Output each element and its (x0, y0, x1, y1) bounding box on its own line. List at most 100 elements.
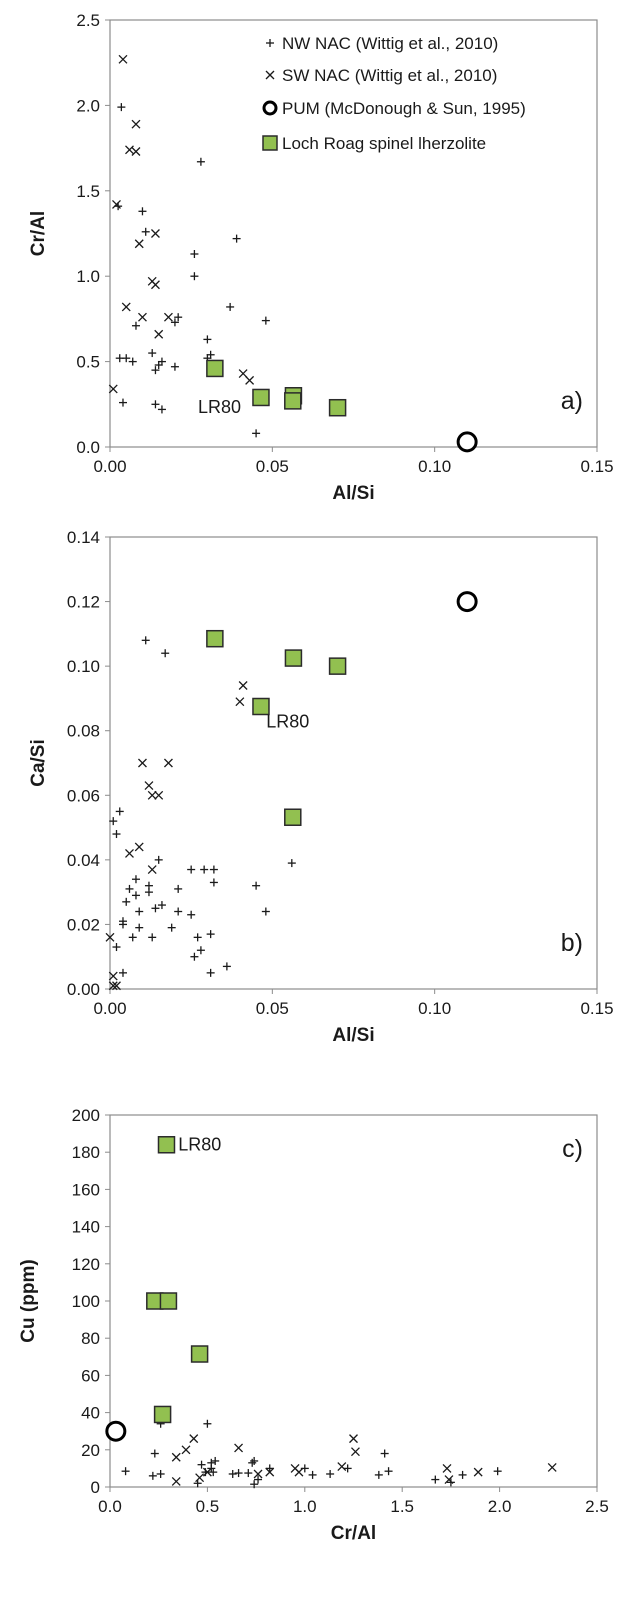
point-nw (141, 227, 150, 236)
point-nw (193, 1479, 202, 1488)
point-nw (167, 923, 176, 932)
chart-panel-c: 0.0 0.5 1.0 1.5 2.0 2.5 0 20 40 60 80 100 120 140 160 1… (18, 1106, 609, 1544)
point-sw (154, 329, 164, 339)
point-sw (147, 790, 157, 800)
point-loch-roag (328, 657, 347, 675)
series-pum (105, 1420, 127, 1442)
point-sw (134, 239, 144, 249)
series-loch (146, 1136, 209, 1424)
panel-label-c: c) (562, 1135, 583, 1163)
point-sw (171, 1452, 181, 1462)
point-sw (144, 781, 154, 791)
point-nw (135, 907, 144, 916)
y-tick-label: 0.02 (67, 915, 100, 934)
point-nw (250, 1480, 259, 1489)
point-nw (112, 943, 121, 952)
point-sw (442, 1463, 452, 1473)
point-nw (493, 1467, 502, 1476)
y-axis-label: Cr/Al (28, 211, 49, 256)
x-tick-label: 0.00 (93, 457, 126, 476)
point-sw (181, 1445, 191, 1455)
x-axis-label: Cr/Al (331, 1523, 376, 1544)
point-nw (248, 1458, 257, 1467)
point-nw (151, 904, 160, 913)
point-nw (232, 234, 241, 243)
y-tick-label: 2.0 (76, 96, 100, 115)
x-tick-label: 0.05 (256, 457, 289, 476)
point-loch-roag (159, 1292, 178, 1310)
y-tick-label: 0.10 (67, 657, 100, 676)
y-tick-label: 80 (81, 1329, 100, 1348)
point-nw (209, 878, 218, 887)
y-tick-label: 0.08 (67, 722, 100, 741)
point-nw (343, 1464, 352, 1473)
point-sw (163, 758, 173, 768)
point-nw (190, 249, 199, 258)
point-nw (244, 1469, 253, 1478)
x-tick-label: 1.0 (293, 1497, 317, 1516)
plot-frame (109, 19, 598, 448)
y-tick-label: 140 (72, 1218, 100, 1237)
point-nw (203, 1419, 212, 1428)
y-tick-label: 2.5 (76, 11, 100, 30)
series-loch (206, 359, 347, 417)
annotation-lr80: LR80 (266, 711, 309, 731)
point-nw (156, 1469, 165, 1478)
point-nw (174, 313, 183, 322)
series-pum (456, 591, 478, 613)
y-axis-label: Ca/Si (28, 739, 49, 787)
point-sw (131, 147, 141, 156)
point-nw (209, 1468, 218, 1477)
y-tick-label: 60 (81, 1366, 100, 1385)
point-nw (174, 907, 183, 916)
point-nw (384, 1467, 393, 1476)
x-tick-label: 0.15 (580, 457, 613, 476)
point-sw (121, 302, 131, 312)
y-tick-label: 1.5 (76, 182, 100, 201)
point-sw (547, 1463, 557, 1472)
point-sw (150, 229, 160, 238)
point-nw (109, 817, 118, 826)
y-tick-label: 120 (72, 1255, 100, 1274)
x-tick-label: 0.0 (98, 1497, 122, 1516)
legend-marker-sw (265, 70, 275, 80)
point-nw (380, 1449, 389, 1458)
point-nw (252, 881, 261, 890)
point-nw (157, 405, 166, 414)
point-nw (206, 968, 215, 977)
point-nw (150, 1449, 159, 1458)
y-tick-label: 0.00 (67, 980, 100, 999)
point-nw (326, 1469, 335, 1478)
point-sw (171, 1476, 181, 1486)
y-tick-label: 40 (81, 1404, 100, 1423)
y-tick-label: 1.0 (76, 267, 100, 286)
point-sw (234, 1443, 244, 1453)
point-nw (458, 1470, 467, 1479)
legend-label-sw: SW NAC (Wittig et al., 2010) (282, 66, 497, 85)
point-sw (189, 1434, 199, 1444)
point-nw (128, 933, 137, 942)
point-nw (161, 649, 170, 658)
series-loch (206, 629, 347, 826)
point-nw (196, 157, 205, 166)
point-sw (134, 842, 144, 852)
x-tick-label: 2.0 (488, 1497, 512, 1516)
point-nw (207, 1458, 216, 1467)
point-sw (108, 981, 118, 991)
point-nw (131, 321, 140, 330)
point-sw (253, 1469, 263, 1479)
point-nw (234, 1469, 243, 1478)
x-tick-label: 0.15 (580, 999, 613, 1018)
point-nw (197, 1460, 206, 1469)
y-tick-label: 200 (72, 1106, 100, 1125)
x-tick-label: 0.5 (196, 1497, 220, 1516)
series-nw (109, 636, 296, 977)
y-tick-label: 0.06 (67, 786, 100, 805)
legend-label-loch: Loch Roag spinel lherzolite (282, 134, 486, 153)
point-sw (473, 1467, 483, 1477)
point-nw (222, 962, 231, 971)
x-tick-label: 0.05 (256, 999, 289, 1018)
point-pum (456, 431, 478, 453)
y-tick-label: 180 (72, 1143, 100, 1162)
point-nw (121, 1467, 130, 1476)
